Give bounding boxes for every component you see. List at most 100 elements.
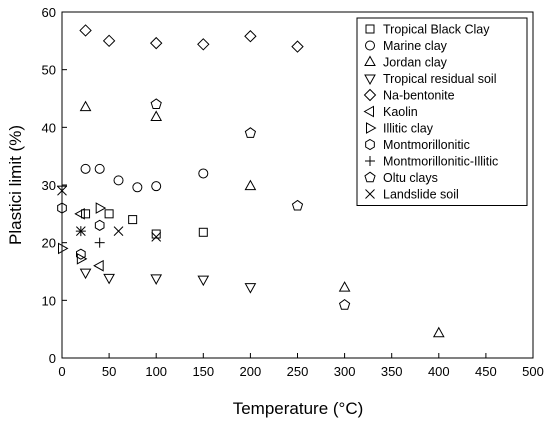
data-point (75, 226, 86, 236)
data-point (76, 248, 86, 260)
series-jordan-clay (79, 100, 445, 338)
data-point (197, 275, 210, 287)
x-axis-label: Temperature (°C) (233, 399, 364, 418)
series-kaolin (74, 207, 104, 272)
data-point (338, 281, 351, 292)
y-tick-label: 50 (42, 63, 56, 78)
legend-item: Marine clay (365, 39, 448, 53)
y-tick-label: 60 (42, 5, 56, 20)
data-point (244, 179, 257, 191)
data-point (57, 181, 67, 192)
legend-marker (365, 40, 375, 51)
legend-label: Kaolin (383, 105, 418, 119)
data-point (94, 163, 105, 174)
series-na-bentonite (79, 24, 304, 53)
legend-label: Jordan clay (383, 56, 448, 70)
data-point (79, 100, 92, 112)
data-point (338, 299, 351, 310)
legend-item: Kaolin (363, 105, 418, 119)
legend-label: Oltu clays (383, 171, 438, 185)
data-point (79, 268, 92, 280)
legend-label: Landslide soil (383, 188, 459, 202)
legend-item: Montmorillonitic (365, 138, 470, 152)
x-tick-label: 350 (381, 364, 403, 379)
data-point (94, 219, 105, 231)
data-point (128, 215, 138, 225)
data-point (58, 242, 69, 255)
y-tick-label: 0 (49, 351, 56, 366)
legend-marker (363, 88, 377, 102)
series-tropical-black-clay (81, 209, 208, 239)
legend-item: Na-bentonite (363, 88, 455, 103)
data-point (103, 273, 115, 285)
y-tick-label: 30 (42, 178, 56, 193)
legend-item: Jordan clay (364, 55, 448, 70)
y-tick-label: 20 (42, 236, 56, 251)
legend-item: Tropical residual soil (364, 72, 496, 86)
x-tick-label: 200 (240, 364, 262, 379)
x-tick-label: 0 (58, 364, 65, 379)
legend-item: Illitic clay (366, 122, 434, 136)
data-point (57, 202, 67, 214)
data-point (80, 163, 91, 174)
legend-marker (365, 189, 375, 199)
x-tick-label: 100 (145, 364, 167, 379)
data-point (74, 207, 85, 220)
legend-item: Oltu clays (364, 171, 438, 185)
legend-marker (365, 156, 375, 166)
data-point (151, 232, 162, 242)
series-oltu-clays (150, 98, 351, 310)
legend-label: Tropical residual soil (383, 72, 496, 86)
legend-box (356, 17, 528, 206)
data-point (150, 110, 163, 121)
y-tick-label: 40 (42, 120, 56, 135)
data-point (198, 227, 208, 237)
legend-item: Landslide soil (365, 188, 459, 202)
data-point (432, 326, 445, 338)
x-tick-label: 250 (287, 364, 309, 379)
series-montmorillonitic (57, 202, 105, 260)
data-point (81, 209, 91, 219)
x-tick-label: 150 (192, 364, 214, 379)
y-axis-label: Plastici limit (%) (6, 125, 25, 245)
series-marine-clay (80, 163, 209, 193)
data-point (94, 237, 105, 248)
legend-marker (365, 138, 375, 151)
series-tropical-residual-soil (79, 268, 257, 294)
data-point (150, 274, 163, 285)
legend-marker (364, 171, 376, 183)
x-tick-label: 450 (475, 364, 497, 379)
legend-label: Marine clay (383, 39, 448, 53)
data-point (198, 168, 209, 179)
data-point (93, 259, 104, 272)
data-points (57, 24, 445, 338)
data-point (150, 98, 162, 110)
legend-marker (364, 55, 376, 66)
data-point (113, 175, 124, 186)
data-point (95, 202, 107, 214)
x-tick-label: 400 (428, 364, 450, 379)
legend-item: Tropical Black Clay (365, 23, 490, 37)
data-point (149, 36, 163, 50)
data-point (57, 185, 67, 196)
legend-label: Illitic clay (383, 122, 434, 136)
legend-item: Montmorillonitic-Illitic (365, 155, 498, 169)
legend-marker (366, 122, 377, 134)
data-point (291, 40, 304, 53)
legend-marker (364, 74, 376, 86)
data-point (244, 30, 257, 43)
legend: Tropical Black Clay Marine clay Jordan cla… (356, 17, 528, 206)
data-point (76, 252, 88, 265)
data-point (291, 199, 304, 211)
x-tick-label: 500 (522, 364, 544, 379)
data-point (132, 182, 143, 193)
axis-ticks: 0 50 100 150 200 250 300 350 400 450 500 0 10 20 30 40 5… (42, 5, 544, 379)
x-tick-label: 300 (334, 364, 356, 379)
legend-label: Montmorillonitic (383, 138, 470, 152)
data-point (113, 226, 124, 236)
legend-marker (363, 105, 374, 118)
data-point (151, 229, 161, 239)
data-point (151, 181, 162, 192)
data-point (104, 209, 114, 219)
